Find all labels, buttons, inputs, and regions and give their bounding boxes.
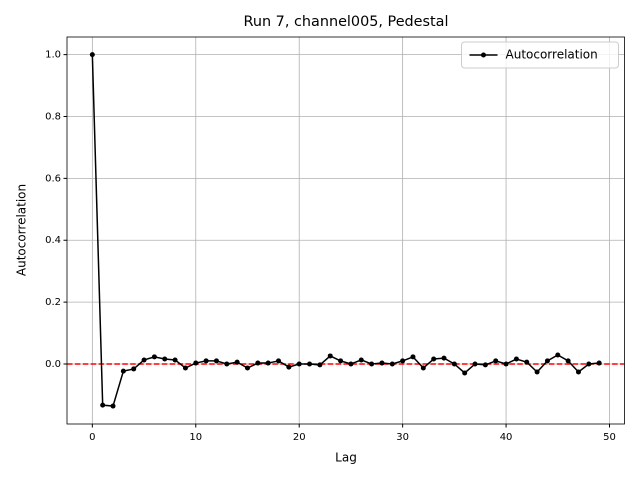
data-point (358, 357, 364, 363)
data-point (400, 358, 406, 364)
data-point (503, 361, 509, 367)
data-point (369, 361, 375, 367)
data-point (575, 369, 581, 375)
data-point (162, 356, 168, 362)
data-point (472, 361, 478, 367)
data-point (534, 369, 540, 375)
data-point (224, 361, 230, 367)
y-tick-label: 0.8 (45, 112, 61, 123)
legend-marker (481, 52, 486, 58)
data-point (596, 360, 602, 366)
x-tick-label: 50 (603, 432, 616, 443)
data-point (265, 360, 271, 366)
data-point (410, 354, 416, 360)
x-tick-label: 0 (89, 432, 95, 443)
data-point (348, 361, 354, 367)
data-point (255, 360, 261, 366)
y-tick-label: 0.6 (45, 173, 61, 184)
data-point (513, 356, 519, 362)
data-point (307, 361, 313, 367)
x-axis-label: Lag (335, 451, 357, 465)
data-point (213, 358, 219, 364)
data-point (544, 358, 550, 364)
y-axis-label: Autocorrelation (15, 184, 29, 276)
data-point (379, 360, 385, 366)
data-point (151, 354, 157, 360)
y-tick-label: 1.0 (45, 50, 61, 61)
data-point (420, 365, 426, 371)
legend-label: Autocorrelation (506, 48, 598, 62)
series-line (91, 54, 600, 407)
x-tick-label: 40 (500, 432, 513, 443)
data-point (431, 356, 437, 362)
data-point (276, 358, 282, 364)
legend-box (461, 41, 619, 69)
x-tick-label: 10 (189, 432, 202, 443)
data-point (193, 360, 199, 366)
data-point (141, 357, 147, 363)
x-tick-label: 20 (293, 432, 306, 443)
data-point (100, 402, 106, 408)
data-point (203, 358, 209, 364)
data-point (327, 353, 333, 359)
data-point (296, 361, 302, 367)
data-point (462, 370, 468, 376)
data-point (286, 364, 292, 370)
x-tick-label: 30 (396, 432, 409, 443)
data-point (389, 361, 395, 367)
data-point (317, 362, 323, 368)
data-point (182, 365, 188, 371)
y-tick-label: 0.4 (45, 235, 61, 246)
y-tick-label: 0.2 (45, 297, 61, 308)
data-point (120, 368, 126, 374)
data-point (338, 358, 344, 364)
data-point (110, 403, 116, 409)
data-point (555, 352, 561, 358)
data-point (586, 361, 592, 367)
data-point (244, 365, 250, 371)
y-tick-label: 0.0 (45, 359, 61, 370)
data-point (565, 358, 571, 364)
data-point (451, 361, 457, 367)
data-point (441, 355, 447, 361)
legend: Autocorrelation (461, 41, 619, 69)
data-point (234, 359, 240, 365)
chart-title: Run 7, channel005, Pedestal (244, 14, 449, 30)
data-point (493, 358, 499, 364)
data-point (172, 357, 178, 363)
data-point (524, 359, 530, 365)
data-point (131, 366, 137, 372)
data-point (482, 362, 488, 368)
data-point (89, 52, 95, 58)
plot-frame (66, 36, 625, 425)
